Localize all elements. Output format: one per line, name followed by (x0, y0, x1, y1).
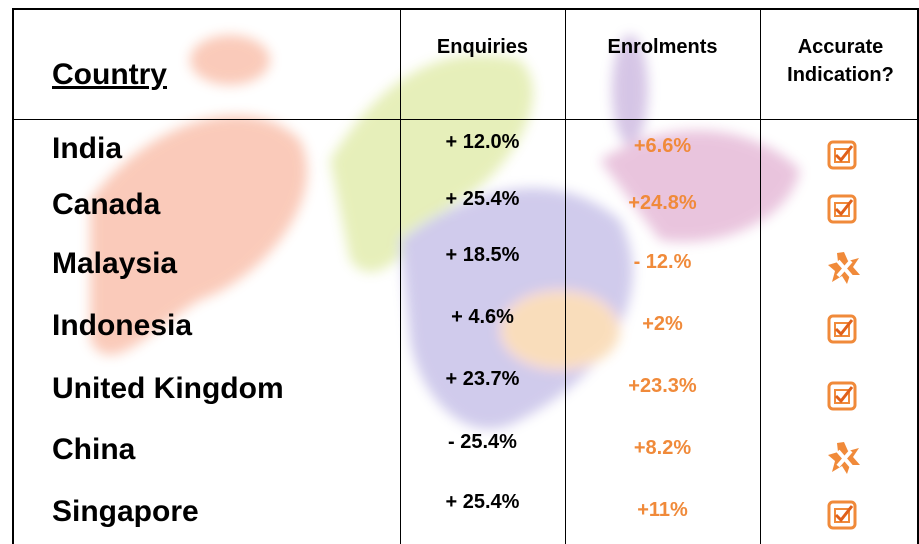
enrolments-value: +6.6% (565, 131, 760, 163)
country-name: China (52, 420, 392, 480)
enquiries-value: + 23.7% (400, 363, 565, 395)
enquiries-value: + 4.6% (400, 301, 565, 333)
enrolments-value: +11% (565, 494, 760, 526)
cross-icon (827, 441, 861, 475)
column-divider (760, 8, 761, 544)
enquiries-value: + 18.5% (400, 239, 565, 271)
check-icon (827, 194, 857, 224)
country-name: India (52, 120, 392, 177)
cross-icon (827, 251, 861, 285)
slide: Country Enquiries Enrolments Accurate In… (0, 0, 919, 544)
column-divider (400, 8, 401, 544)
enrolments-value: +23.3% (565, 371, 760, 403)
enquiries-value: + 25.4% (400, 183, 565, 215)
enrolments-value: +2% (565, 308, 760, 340)
border-left (12, 8, 14, 544)
header-accurate: Accurate Indication? (768, 32, 913, 90)
check-icon (827, 140, 857, 170)
country-name: Singapore (52, 480, 392, 544)
header-country: Country (52, 50, 167, 100)
enquiries-value: + 12.0% (400, 126, 565, 158)
header-enrolments: Enrolments (565, 32, 760, 62)
check-icon (827, 500, 857, 530)
enrolments-value: - 12.% (565, 246, 760, 278)
country-name: Indonesia (52, 295, 392, 357)
enquiries-value: + 25.4% (400, 486, 565, 518)
enrolments-value: +24.8% (565, 187, 760, 219)
country-name: Canada (52, 177, 392, 233)
country-name: United Kingdom (52, 357, 392, 420)
check-icon (827, 381, 857, 411)
border-top (12, 8, 919, 10)
country-name: Malaysia (52, 233, 392, 295)
enquiries-value: - 25.4% (400, 426, 565, 458)
enrolments-value: +8.2% (565, 432, 760, 464)
header-enquiries: Enquiries (400, 32, 565, 62)
check-icon (827, 314, 857, 344)
